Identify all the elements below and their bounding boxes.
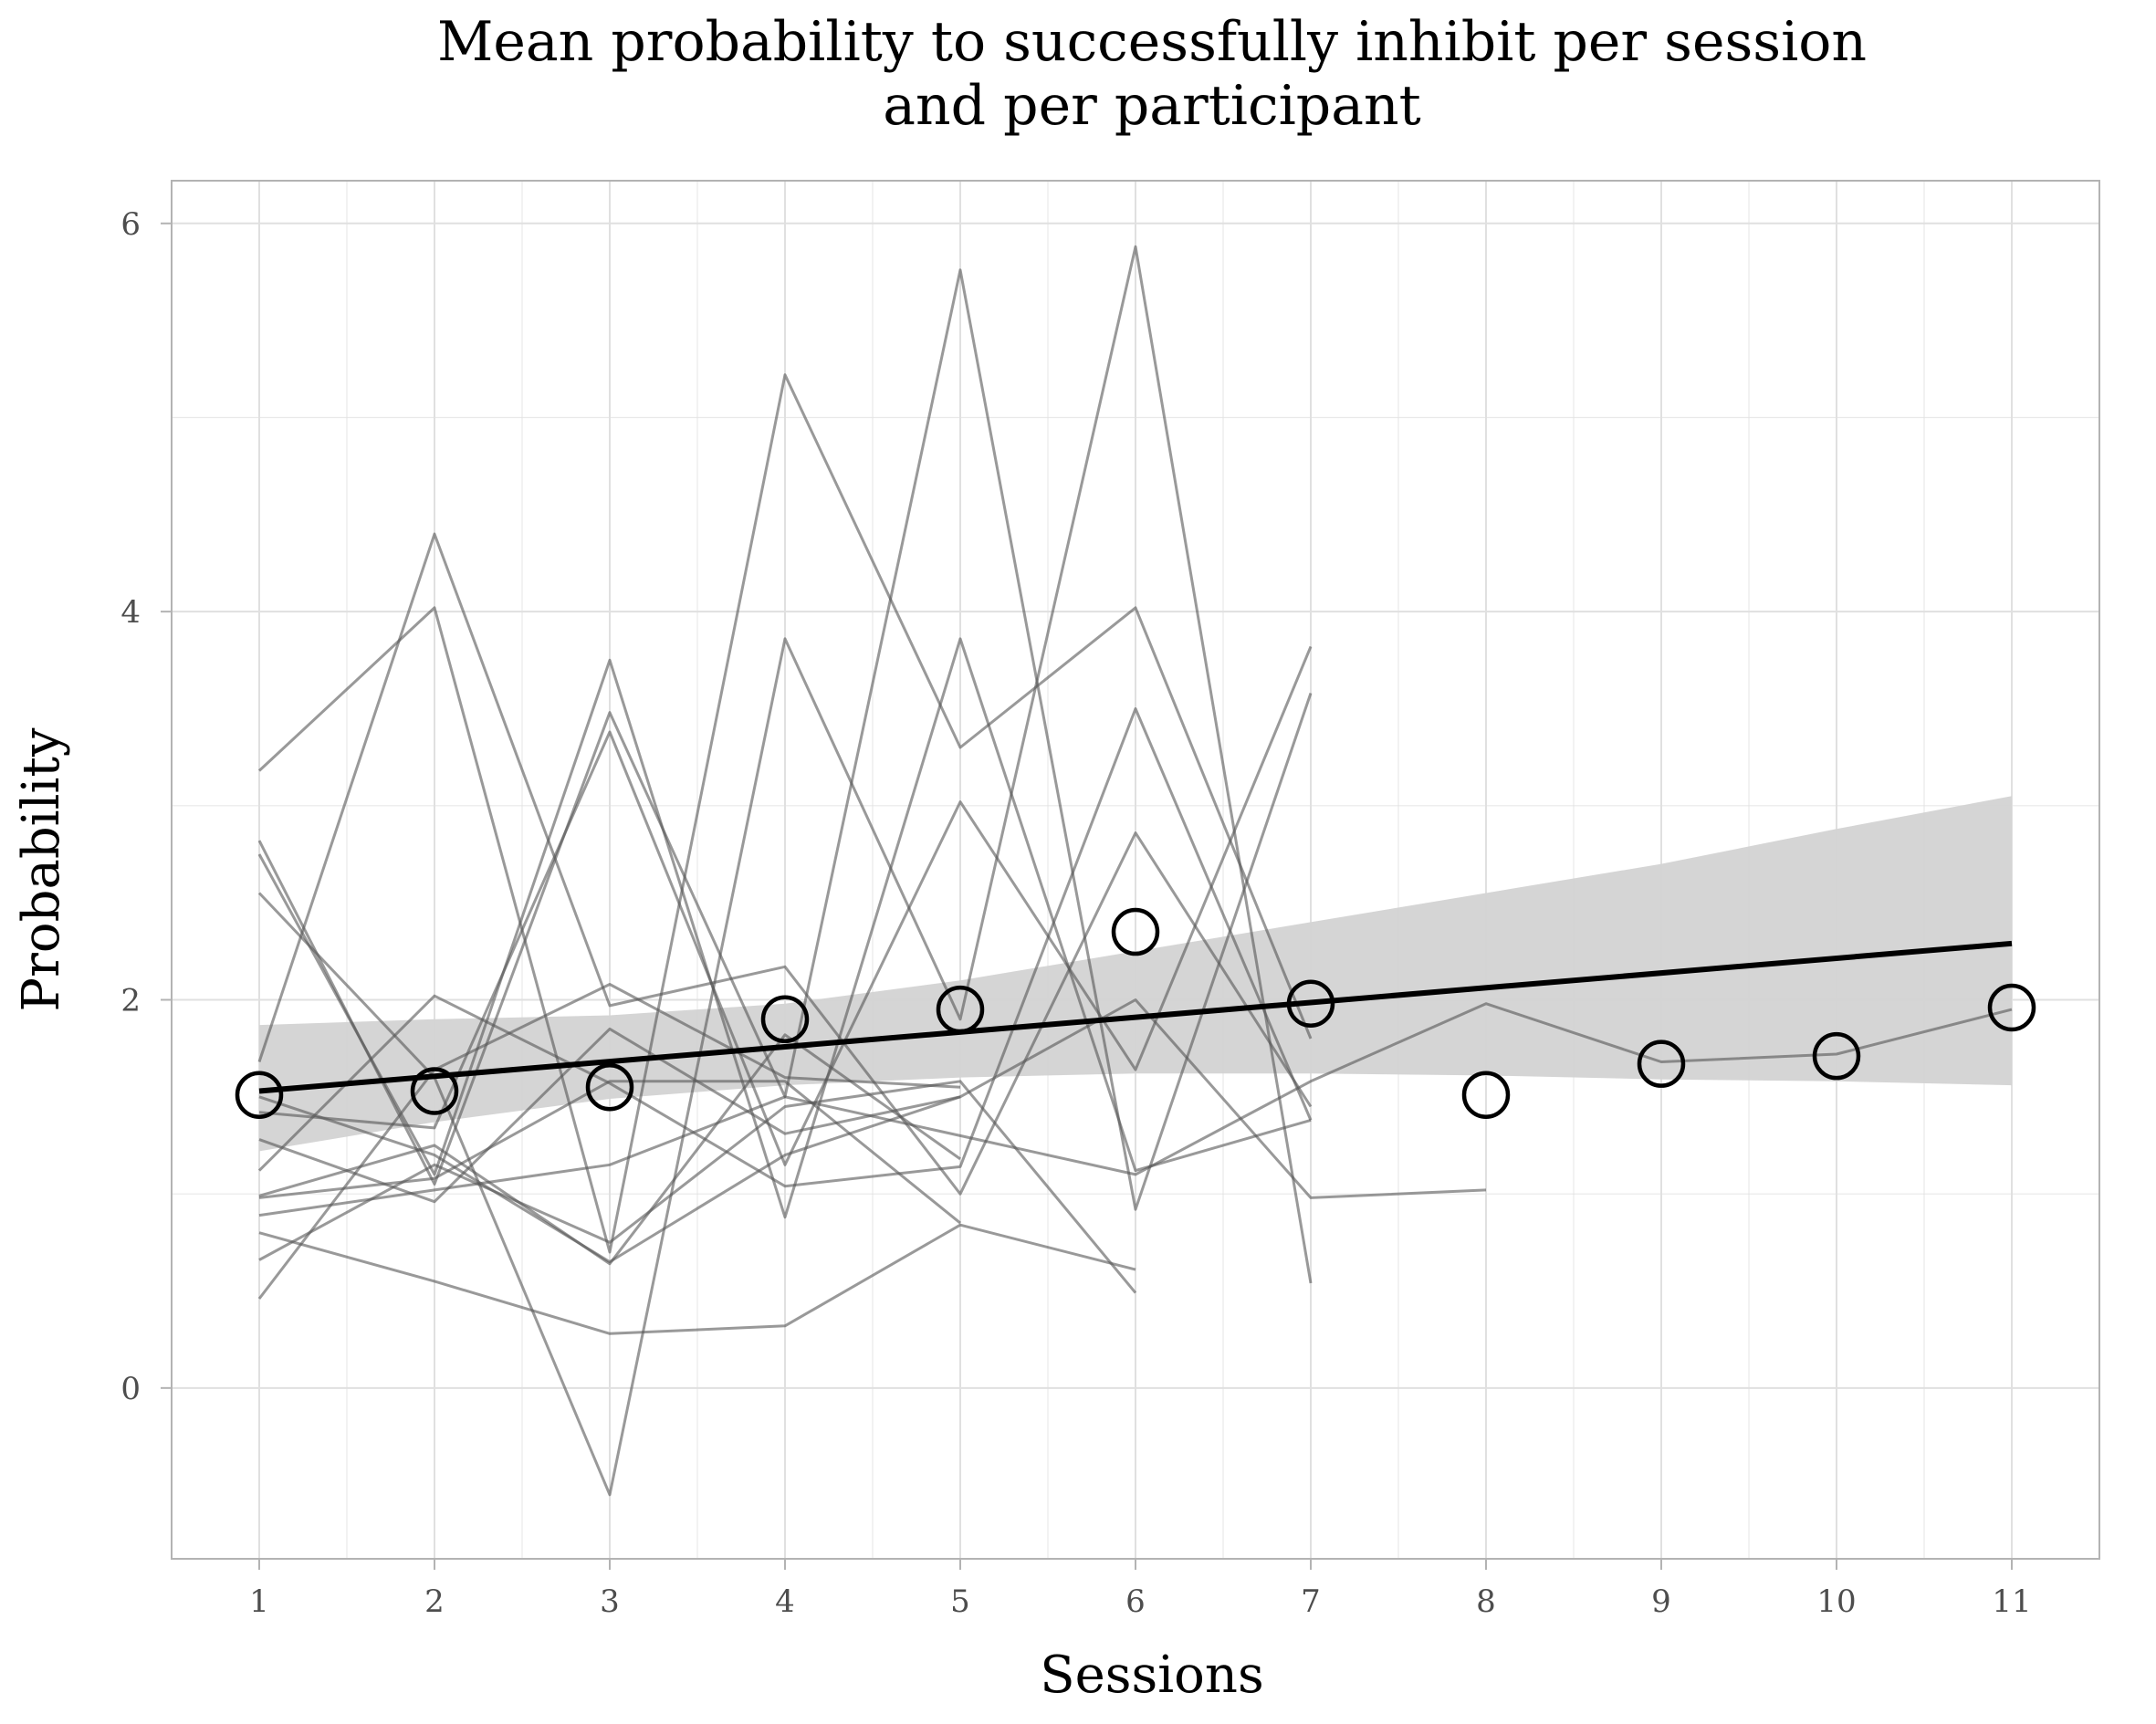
mean-marker-session-2 [410,1067,459,1115]
mean-marker-session-1 [235,1071,284,1119]
y-tick-label: 4 [120,594,141,631]
participant-line-14 [258,1002,2013,1217]
x-tick-label: 10 [1816,1583,1856,1620]
x-axis-ticks: 1 2 3 4 5 6 7 8 9 10 11 [249,1559,2032,1620]
mean-marker-session-9 [1637,1040,1686,1088]
y-tick-label: 0 [120,1371,141,1407]
x-tick-label: 6 [1125,1583,1146,1620]
participant-line-9 [258,1033,961,1266]
participant-line-10 [258,1080,961,1225]
x-tick-label: 7 [1301,1583,1321,1620]
participant-line-6 [258,645,1313,1166]
mean-marker-session-6 [1111,907,1160,956]
x-tick-label: 3 [600,1583,620,1620]
x-tick-label: 11 [1992,1583,2031,1620]
y-tick-label: 6 [120,206,141,243]
x-tick-label: 8 [1476,1583,1496,1620]
x-tick-label: 2 [424,1583,445,1620]
x-tick-label: 1 [249,1583,269,1620]
trend-line-layer [258,940,2013,1094]
x-axis-title: Sessions [1040,1646,1263,1705]
participant-line-15 [258,998,1487,1264]
mean-marker-session-5 [936,985,985,1034]
participant-line-1 [257,373,1313,1254]
y-axis-ticks: 0 2 4 6 [120,206,172,1407]
mean-marker-session-3 [585,1062,634,1112]
grid-major [172,181,2099,1559]
mean-marker-session-11 [1987,983,2036,1032]
participant-line-3 [257,637,1312,1219]
chart-title-line-1: Mean probability to successfully inhibit… [437,10,1867,74]
x-tick-label: 9 [1651,1583,1671,1620]
x-tick-label: 4 [775,1583,795,1620]
participant-line-8 [258,1027,961,1204]
chart-title-line-2: and per participant [883,74,1420,138]
participant-line-13 [258,1080,1137,1294]
participant-line-11 [257,983,961,1300]
mean-marker-session-7 [1286,979,1335,1028]
x-tick-label: 5 [950,1583,970,1620]
y-axis-title: Probability [12,727,71,1011]
mean-marker-session-4 [760,995,810,1044]
mean-marker-session-8 [1461,1071,1511,1119]
participant-line-12 [258,1223,1136,1335]
y-tick-label: 2 [120,982,141,1019]
mean-markers [235,907,2036,1119]
participant-line-5 [257,532,1313,1196]
mean-marker-session-10 [1812,1031,1861,1081]
participant-line-7 [257,707,1313,1188]
trend-line [258,940,2013,1094]
